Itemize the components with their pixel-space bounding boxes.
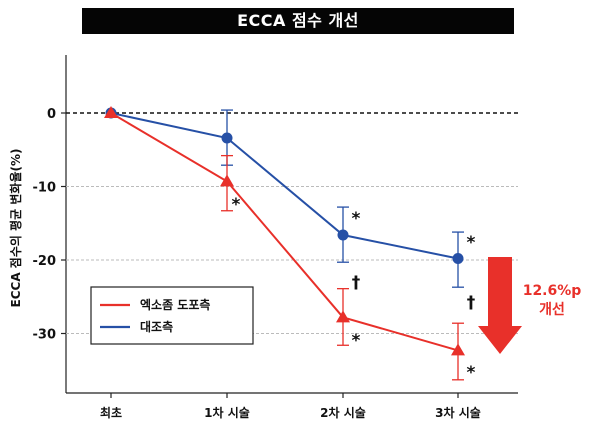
improvement-arrow bbox=[478, 257, 522, 354]
series-line-control bbox=[110, 112, 459, 260]
legend-label-control: 대조측 bbox=[140, 319, 173, 334]
improvement-value: 12.6%p bbox=[523, 283, 582, 299]
x-tick-label: 최초 bbox=[100, 405, 122, 420]
y-tick-label: -30 bbox=[33, 328, 57, 343]
x-tick-label: 2차 시술 bbox=[320, 405, 366, 420]
significance-dagger: † bbox=[467, 293, 476, 313]
data-point-control bbox=[452, 253, 464, 265]
data-point-exosome bbox=[451, 343, 465, 356]
x-tick-label: 3차 시술 bbox=[435, 405, 481, 420]
y-tick-label: -10 bbox=[33, 181, 57, 196]
data-point-exosome bbox=[220, 174, 234, 187]
significance-dagger: † bbox=[352, 273, 361, 293]
y-tick-label: 0 bbox=[47, 107, 56, 122]
y-tick-label: -20 bbox=[33, 254, 57, 269]
significance-asterisk: * bbox=[352, 331, 361, 351]
data-point-exosome bbox=[336, 310, 350, 323]
significance-asterisk: * bbox=[352, 209, 361, 229]
data-point-control bbox=[337, 229, 349, 241]
series-line-exosome bbox=[110, 112, 459, 352]
data-point-control bbox=[221, 132, 233, 144]
significance-asterisk: * bbox=[232, 195, 241, 215]
legend-label-exosome: 엑소좀 도포측 bbox=[140, 297, 210, 312]
data-point-exosome bbox=[104, 106, 118, 118]
significance-asterisk: * bbox=[467, 233, 476, 253]
y-axis-label: ECCA 점수의 평균 변화율(%) bbox=[8, 149, 23, 308]
significance-asterisk: * bbox=[467, 363, 476, 383]
chart-title: ECCA 점수 개선 bbox=[82, 8, 514, 34]
x-tick-label: 1차 시술 bbox=[204, 405, 250, 420]
legend-box bbox=[90, 286, 254, 345]
improvement-label: 개선 bbox=[539, 302, 565, 318]
